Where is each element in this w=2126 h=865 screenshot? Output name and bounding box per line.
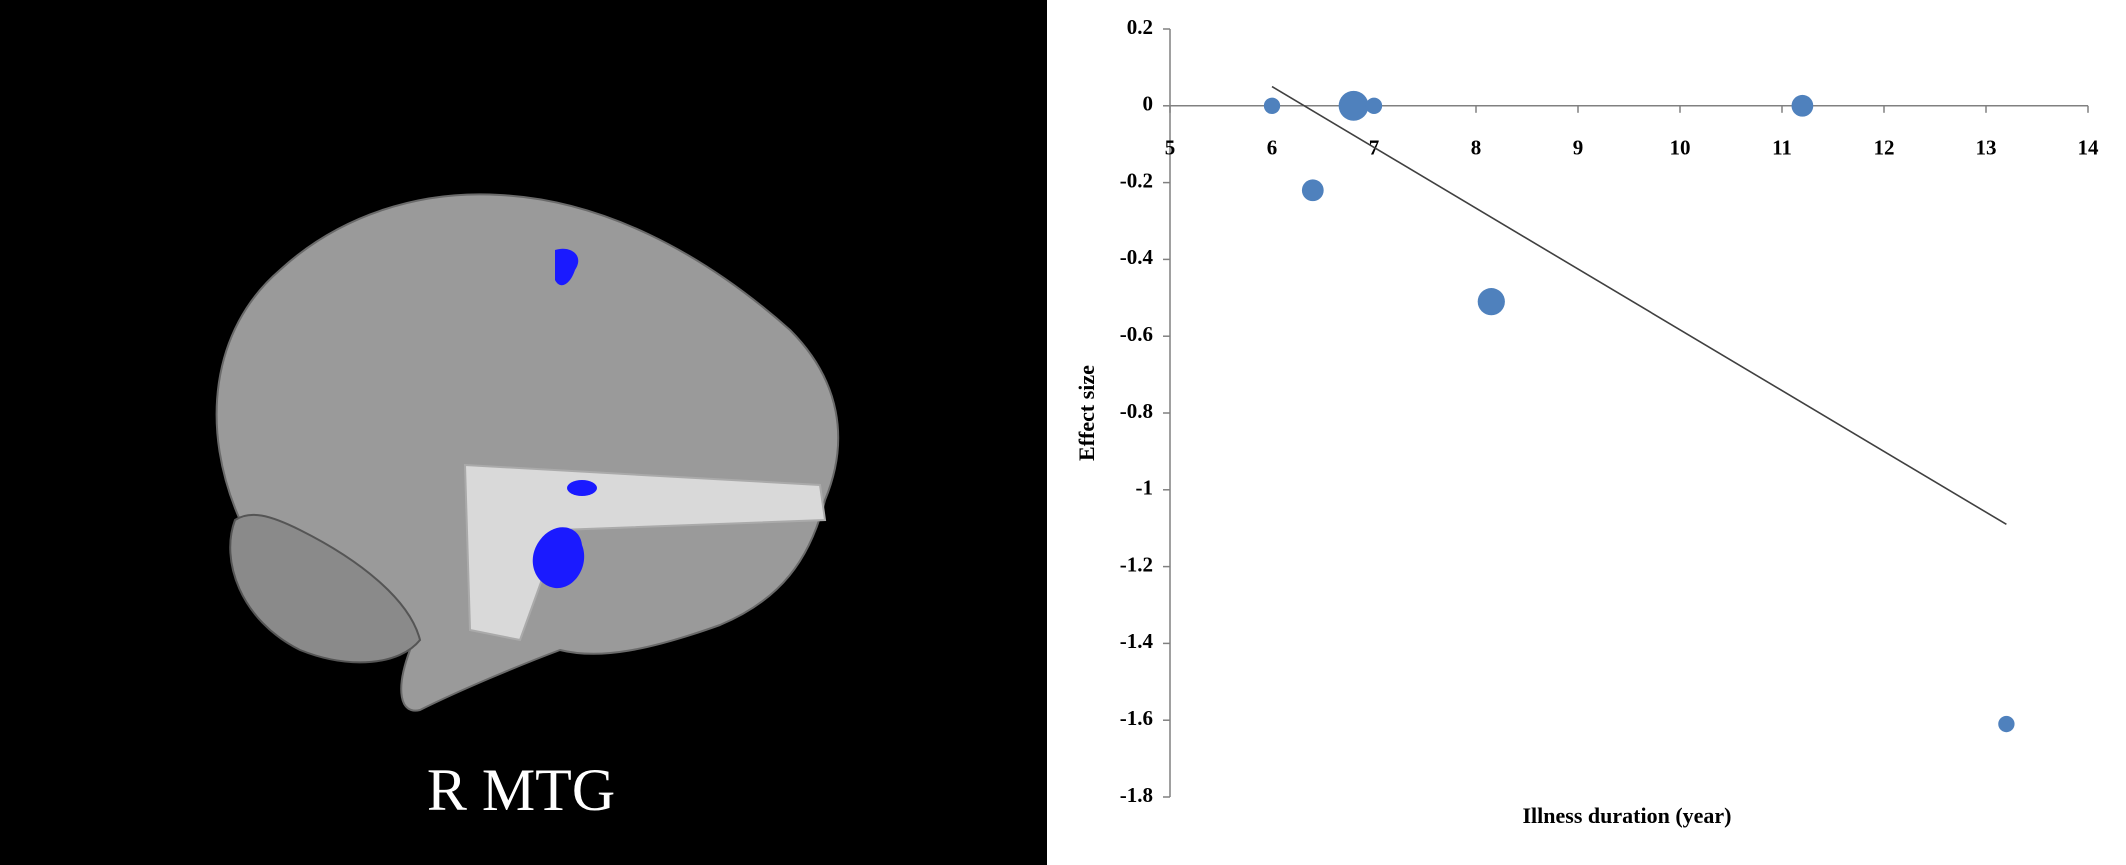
bubble [1263, 97, 1281, 114]
y-tick-label: -0.2 [1120, 168, 1153, 192]
bubble [1301, 179, 1324, 202]
trendline [1271, 85, 2007, 526]
x-tick-label: 14 [2078, 136, 2100, 160]
y-tick-label: -1.6 [1120, 706, 1153, 730]
y-tick-label: -1.2 [1120, 552, 1153, 576]
x-tick-label: 12 [1874, 136, 1895, 160]
bubble [1477, 288, 1505, 316]
x-axis-title: Illness duration (year) [1523, 803, 1732, 828]
y-tick-label: -1.8 [1120, 783, 1153, 807]
x-tick-label: 6 [1267, 136, 1278, 160]
bubble [1338, 90, 1369, 121]
x-tick-label: 9 [1573, 136, 1584, 160]
y-tick-label: -1 [1136, 476, 1154, 500]
x-tick-label: 11 [1772, 136, 1792, 160]
x-tick-label: 13 [1976, 136, 1997, 160]
bubble [1998, 715, 2015, 733]
y-tick-label: -0.8 [1120, 399, 1153, 423]
image-caption: R MTG [427, 757, 615, 823]
bubble [1791, 94, 1814, 117]
y-tick-label: -0.4 [1120, 245, 1154, 269]
x-tick-label: 5 [1165, 136, 1176, 160]
y-tick-label: 0 [1143, 92, 1154, 116]
x-tick-label: 8 [1471, 136, 1482, 160]
y-tick-label: 0.2 [1127, 15, 1153, 39]
y-tick-label: -1.4 [1120, 629, 1154, 653]
bubble [1365, 97, 1383, 114]
y-tick-label: -0.6 [1120, 322, 1153, 346]
y-axis-title: Effect size [1074, 365, 1099, 461]
brain-render [215, 193, 840, 712]
x-tick-label: 10 [1670, 136, 1691, 160]
